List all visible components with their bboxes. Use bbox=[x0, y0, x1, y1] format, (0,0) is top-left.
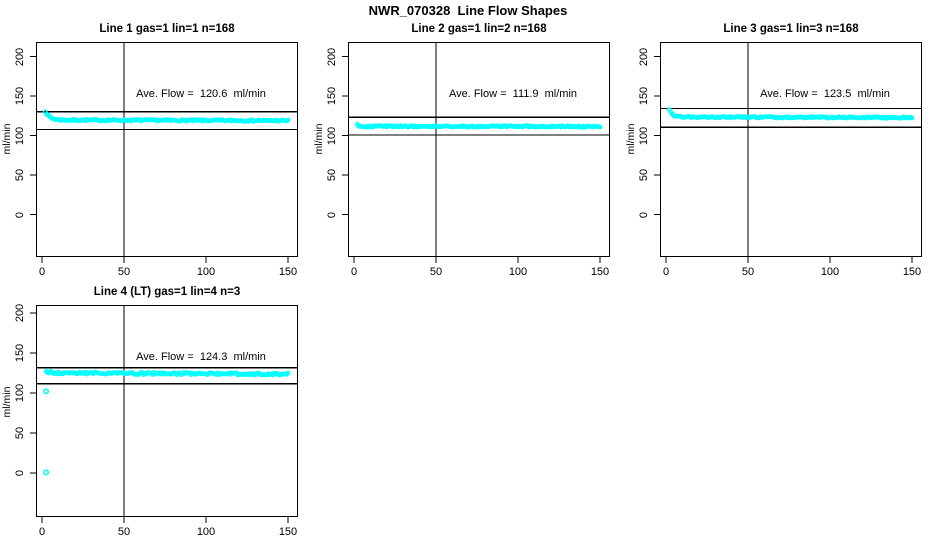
x-tick-label: 100 bbox=[196, 526, 216, 538]
x-tick-label: 100 bbox=[820, 266, 840, 278]
subplot-title: Line 4 (LT) gas=1 lin=4 n=3 bbox=[93, 286, 241, 298]
subplot-line-1: Line 1 gas=1 lin=1 n=168 Ave. Flow = 120… bbox=[1, 23, 299, 278]
y-tick-label: 200 bbox=[14, 303, 26, 323]
x-tick-label: 50 bbox=[117, 266, 131, 278]
y-tick-label: 50 bbox=[326, 168, 338, 182]
y-axis-label: ml/min bbox=[1, 123, 13, 155]
page-title: NWR_070328 Line Flow Shapes bbox=[368, 3, 568, 18]
data-points bbox=[666, 107, 915, 121]
y-tick-label: 150 bbox=[638, 86, 650, 106]
data-points bbox=[354, 121, 603, 130]
x-tick-label: 150 bbox=[278, 526, 298, 538]
ave-flow-annotation: Ave. Flow = 111.9 ml/min bbox=[448, 88, 578, 100]
subplot-line-3: Line 3 gas=1 lin=3 n=168 Ave. Flow = 123… bbox=[625, 23, 923, 278]
x-tick-label: 0 bbox=[38, 266, 46, 278]
x-tick-label: 100 bbox=[508, 266, 528, 278]
x-tick-label: 150 bbox=[902, 266, 922, 278]
y-tick-label: 200 bbox=[14, 47, 26, 66]
y-axis-label: ml/min bbox=[625, 123, 637, 155]
y-tick-label: 50 bbox=[14, 426, 26, 440]
y-tick-label: 0 bbox=[14, 211, 26, 218]
x-tick-label: 0 bbox=[38, 526, 46, 538]
y-tick-label: 100 bbox=[638, 126, 650, 145]
subplot-title: Line 2 gas=1 lin=2 n=168 bbox=[411, 23, 547, 35]
subplot-line-2: Line 2 gas=1 lin=2 n=168 Ave. Flow = 111… bbox=[313, 23, 611, 278]
x-tick-label: 50 bbox=[429, 266, 443, 278]
subplot-title: Line 1 gas=1 lin=1 n=168 bbox=[99, 23, 235, 35]
plot-canvas bbox=[30, 304, 299, 523]
x-tick-label: 0 bbox=[350, 266, 358, 278]
x-tick-label: 50 bbox=[741, 266, 755, 278]
y-axis-label: ml/min bbox=[313, 123, 325, 155]
plot-canvas bbox=[654, 41, 923, 263]
y-tick-label: 0 bbox=[638, 211, 650, 218]
plot-canvas bbox=[30, 41, 299, 263]
y-tick-label: 0 bbox=[326, 211, 338, 218]
x-tick-label: 100 bbox=[196, 266, 216, 278]
y-tick-label: 200 bbox=[638, 47, 650, 66]
x-tick-label: 50 bbox=[117, 526, 131, 538]
y-tick-label: 200 bbox=[326, 47, 338, 66]
x-tick-label: 150 bbox=[590, 266, 610, 278]
x-tick-label: 0 bbox=[662, 266, 670, 278]
ave-flow-annotation: Ave. Flow = 124.3 ml/min bbox=[136, 351, 266, 363]
data-points bbox=[42, 109, 291, 124]
y-tick-label: 100 bbox=[14, 383, 26, 403]
subplot-title: Line 3 gas=1 lin=3 n=168 bbox=[723, 23, 859, 35]
plot-canvas bbox=[342, 41, 611, 263]
y-tick-label: 50 bbox=[14, 168, 26, 182]
y-tick-label: 150 bbox=[326, 86, 338, 106]
y-tick-label: 50 bbox=[638, 168, 650, 182]
x-tick-label: 150 bbox=[278, 266, 298, 278]
y-tick-label: 0 bbox=[14, 469, 26, 477]
ave-flow-annotation: Ave. Flow = 120.6 ml/min bbox=[136, 88, 266, 100]
subplot-line-4: Line 4 (LT) gas=1 lin=4 n=3 Ave. Flow = … bbox=[1, 286, 299, 538]
ave-flow-annotation: Ave. Flow = 123.5 ml/min bbox=[760, 88, 890, 100]
y-axis-label: ml/min bbox=[1, 386, 13, 418]
y-tick-label: 100 bbox=[326, 126, 338, 145]
data-points bbox=[43, 368, 291, 476]
y-tick-label: 100 bbox=[14, 126, 26, 145]
y-tick-label: 150 bbox=[14, 343, 26, 363]
y-tick-label: 150 bbox=[14, 86, 26, 106]
